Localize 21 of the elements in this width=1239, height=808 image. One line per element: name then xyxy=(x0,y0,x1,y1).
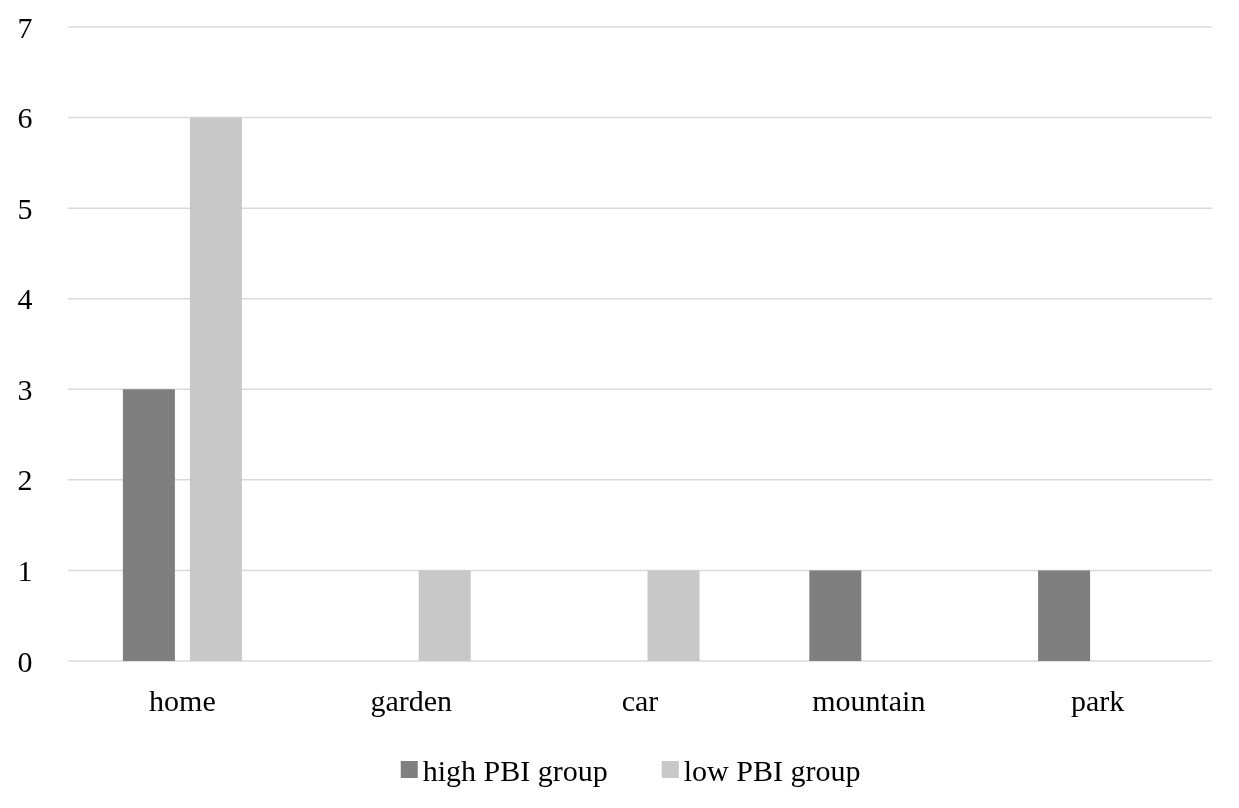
y-tick-label: 6 xyxy=(17,101,33,135)
x-tick-label: car xyxy=(621,684,659,717)
y-tick-label: 0 xyxy=(17,644,33,678)
x-tick-label: mountain xyxy=(812,684,926,717)
legend-label: high PBI group xyxy=(422,753,608,787)
y-tick-label: 2 xyxy=(17,463,33,497)
x-tick-label: home xyxy=(149,684,216,717)
legend-label: low PBI group xyxy=(683,753,861,787)
bar xyxy=(189,117,242,661)
bar xyxy=(418,570,471,661)
y-tick-label: 1 xyxy=(17,553,33,587)
x-tick-label: garden xyxy=(370,684,453,717)
bar xyxy=(1038,570,1091,661)
x-tick-label: park xyxy=(1070,684,1125,717)
bar xyxy=(647,570,700,661)
bar xyxy=(122,389,175,661)
y-tick-label: 3 xyxy=(17,372,33,406)
bar xyxy=(809,570,862,661)
y-tick-label: 5 xyxy=(17,191,33,225)
y-tick-label: 7 xyxy=(17,10,33,44)
y-tick-label: 4 xyxy=(17,282,33,316)
